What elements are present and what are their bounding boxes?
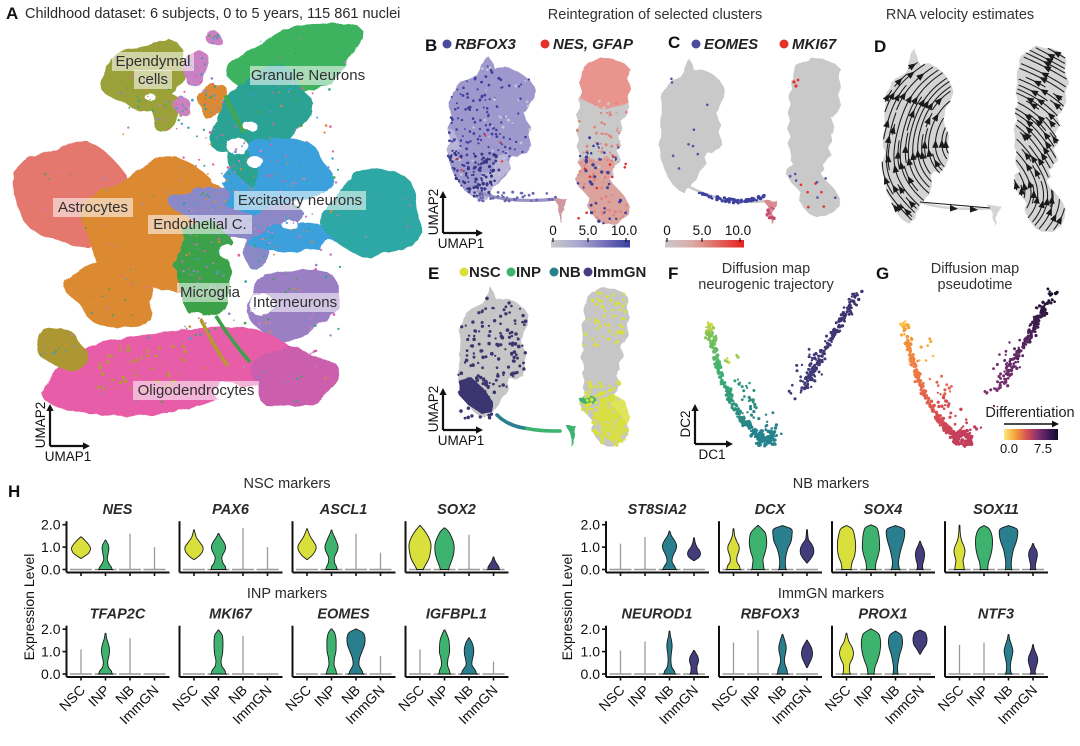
svg-text:ASCL1: ASCL1 bbox=[319, 502, 368, 518]
svg-text:5.0: 5.0 bbox=[693, 223, 712, 238]
svg-text:UMAP2: UMAP2 bbox=[33, 402, 48, 449]
svg-text:SOX4: SOX4 bbox=[864, 502, 903, 518]
svg-text:UMAP2: UMAP2 bbox=[426, 386, 441, 433]
svg-text:0.0: 0.0 bbox=[581, 562, 601, 578]
svg-text:D: D bbox=[874, 37, 886, 56]
svg-text:2.0: 2.0 bbox=[41, 621, 61, 637]
svg-text:INP: INP bbox=[198, 682, 226, 710]
svg-text:RBFOX3: RBFOX3 bbox=[741, 607, 800, 623]
svg-text:Granule Neurons: Granule Neurons bbox=[251, 67, 365, 84]
svg-text:NSC markers: NSC markers bbox=[243, 476, 330, 492]
svg-text:DC1: DC1 bbox=[698, 447, 725, 462]
svg-text:INP: INP bbox=[516, 264, 541, 281]
svg-text:INP: INP bbox=[737, 682, 765, 710]
svg-text:NSC: NSC bbox=[595, 682, 627, 714]
svg-text:10.0: 10.0 bbox=[611, 223, 637, 238]
svg-text:2.0: 2.0 bbox=[581, 517, 601, 533]
svg-text:INP: INP bbox=[624, 682, 652, 710]
svg-text:pseudotime: pseudotime bbox=[938, 277, 1013, 293]
svg-text:IGFBPL1: IGFBPL1 bbox=[426, 607, 487, 623]
svg-text:ST8SIA2: ST8SIA2 bbox=[628, 502, 687, 518]
svg-text:NSC: NSC bbox=[469, 264, 501, 281]
svg-text:Endothelial C.: Endothelial C. bbox=[153, 216, 246, 233]
svg-text:7.5: 7.5 bbox=[1034, 441, 1052, 456]
svg-text:0.0: 0.0 bbox=[41, 666, 61, 682]
svg-text:PAX6: PAX6 bbox=[212, 502, 250, 518]
svg-text:0: 0 bbox=[663, 223, 671, 238]
svg-text:UMAP1: UMAP1 bbox=[45, 449, 92, 464]
svg-text:INP markers: INP markers bbox=[247, 586, 327, 602]
svg-text:1.0: 1.0 bbox=[41, 539, 61, 555]
svg-text:ImmGN markers: ImmGN markers bbox=[778, 586, 884, 602]
svg-text:RNA velocity estimates: RNA velocity estimates bbox=[886, 7, 1034, 23]
svg-text:Diffusion map: Diffusion map bbox=[722, 261, 810, 277]
svg-text:B: B bbox=[425, 36, 437, 55]
svg-text:NSC: NSC bbox=[821, 682, 853, 714]
svg-text:2.0: 2.0 bbox=[41, 517, 61, 533]
svg-text:0.0: 0.0 bbox=[41, 562, 61, 578]
svg-text:DC2: DC2 bbox=[678, 410, 693, 437]
svg-text:Differentiation: Differentiation bbox=[985, 405, 1074, 421]
svg-text:UMAP1: UMAP1 bbox=[438, 236, 485, 251]
svg-text:1.0: 1.0 bbox=[581, 539, 601, 555]
svg-text:INP: INP bbox=[85, 682, 113, 710]
svg-text:C: C bbox=[668, 33, 680, 52]
svg-text:Expression Level: Expression Level bbox=[21, 554, 37, 661]
svg-text:INP: INP bbox=[311, 682, 339, 710]
svg-text:SOX2: SOX2 bbox=[437, 502, 476, 518]
svg-text:NSC: NSC bbox=[395, 682, 427, 714]
svg-text:Oligodendrocytes: Oligodendrocytes bbox=[138, 382, 255, 399]
svg-text:NTF3: NTF3 bbox=[978, 607, 1014, 623]
svg-text:A: A bbox=[6, 4, 18, 23]
svg-text:INP: INP bbox=[424, 682, 452, 710]
svg-text:0.0: 0.0 bbox=[581, 666, 601, 682]
svg-text:NEUROD1: NEUROD1 bbox=[622, 607, 693, 623]
svg-text:UMAP2: UMAP2 bbox=[426, 189, 441, 236]
svg-text:0.0: 0.0 bbox=[1000, 441, 1018, 456]
svg-text:NES, GFAP: NES, GFAP bbox=[553, 36, 634, 53]
svg-text:ImmGN: ImmGN bbox=[593, 264, 646, 281]
svg-text:cells: cells bbox=[138, 71, 168, 88]
svg-text:DCX: DCX bbox=[755, 502, 787, 518]
svg-text:NSC: NSC bbox=[169, 682, 201, 714]
svg-text:neurogenic trajectory: neurogenic trajectory bbox=[698, 277, 834, 293]
svg-text:G: G bbox=[876, 264, 889, 283]
svg-text:NB markers: NB markers bbox=[793, 476, 870, 492]
svg-text:F: F bbox=[668, 264, 678, 283]
svg-text:RBFOX3: RBFOX3 bbox=[455, 36, 517, 53]
svg-text:Interneurons: Interneurons bbox=[253, 294, 337, 311]
svg-text:Expression Level: Expression Level bbox=[559, 554, 575, 661]
svg-text:Ependymal: Ependymal bbox=[115, 53, 190, 70]
svg-text:0: 0 bbox=[549, 223, 557, 238]
svg-text:NB: NB bbox=[559, 264, 581, 281]
svg-text:Reintegration of selected clus: Reintegration of selected clusters bbox=[548, 7, 762, 23]
svg-text:E: E bbox=[428, 264, 439, 283]
svg-text:UMAP1: UMAP1 bbox=[438, 433, 485, 448]
svg-text:MKI67: MKI67 bbox=[209, 607, 253, 623]
svg-text:Childhood dataset: 6 subjects,: Childhood dataset: 6 subjects, 0 to 5 ye… bbox=[25, 6, 400, 22]
svg-text:NES: NES bbox=[103, 502, 133, 518]
svg-text:TFAP2C: TFAP2C bbox=[90, 607, 146, 623]
svg-text:EOMES: EOMES bbox=[317, 607, 370, 623]
svg-text:INP: INP bbox=[850, 682, 878, 710]
svg-text:NSC: NSC bbox=[708, 682, 740, 714]
svg-text:EOMES: EOMES bbox=[704, 36, 758, 53]
svg-text:SOX11: SOX11 bbox=[973, 502, 1019, 518]
svg-text:5.0: 5.0 bbox=[579, 223, 598, 238]
svg-text:INP: INP bbox=[963, 682, 991, 710]
svg-text:H: H bbox=[8, 482, 20, 501]
svg-text:Microglia: Microglia bbox=[180, 284, 241, 301]
svg-text:10.0: 10.0 bbox=[725, 223, 751, 238]
svg-text:2.0: 2.0 bbox=[581, 621, 601, 637]
svg-text:Diffusion map: Diffusion map bbox=[931, 261, 1019, 277]
svg-text:NSC: NSC bbox=[934, 682, 966, 714]
svg-text:Excitatory neurons: Excitatory neurons bbox=[238, 192, 362, 209]
svg-text:NSC: NSC bbox=[282, 682, 314, 714]
svg-text:1.0: 1.0 bbox=[41, 644, 61, 660]
svg-text:NSC: NSC bbox=[56, 682, 88, 714]
svg-text:PROX1: PROX1 bbox=[858, 607, 907, 623]
svg-text:MKI67: MKI67 bbox=[792, 36, 837, 53]
svg-text:Astrocytes: Astrocytes bbox=[58, 199, 128, 216]
svg-text:1.0: 1.0 bbox=[581, 644, 601, 660]
